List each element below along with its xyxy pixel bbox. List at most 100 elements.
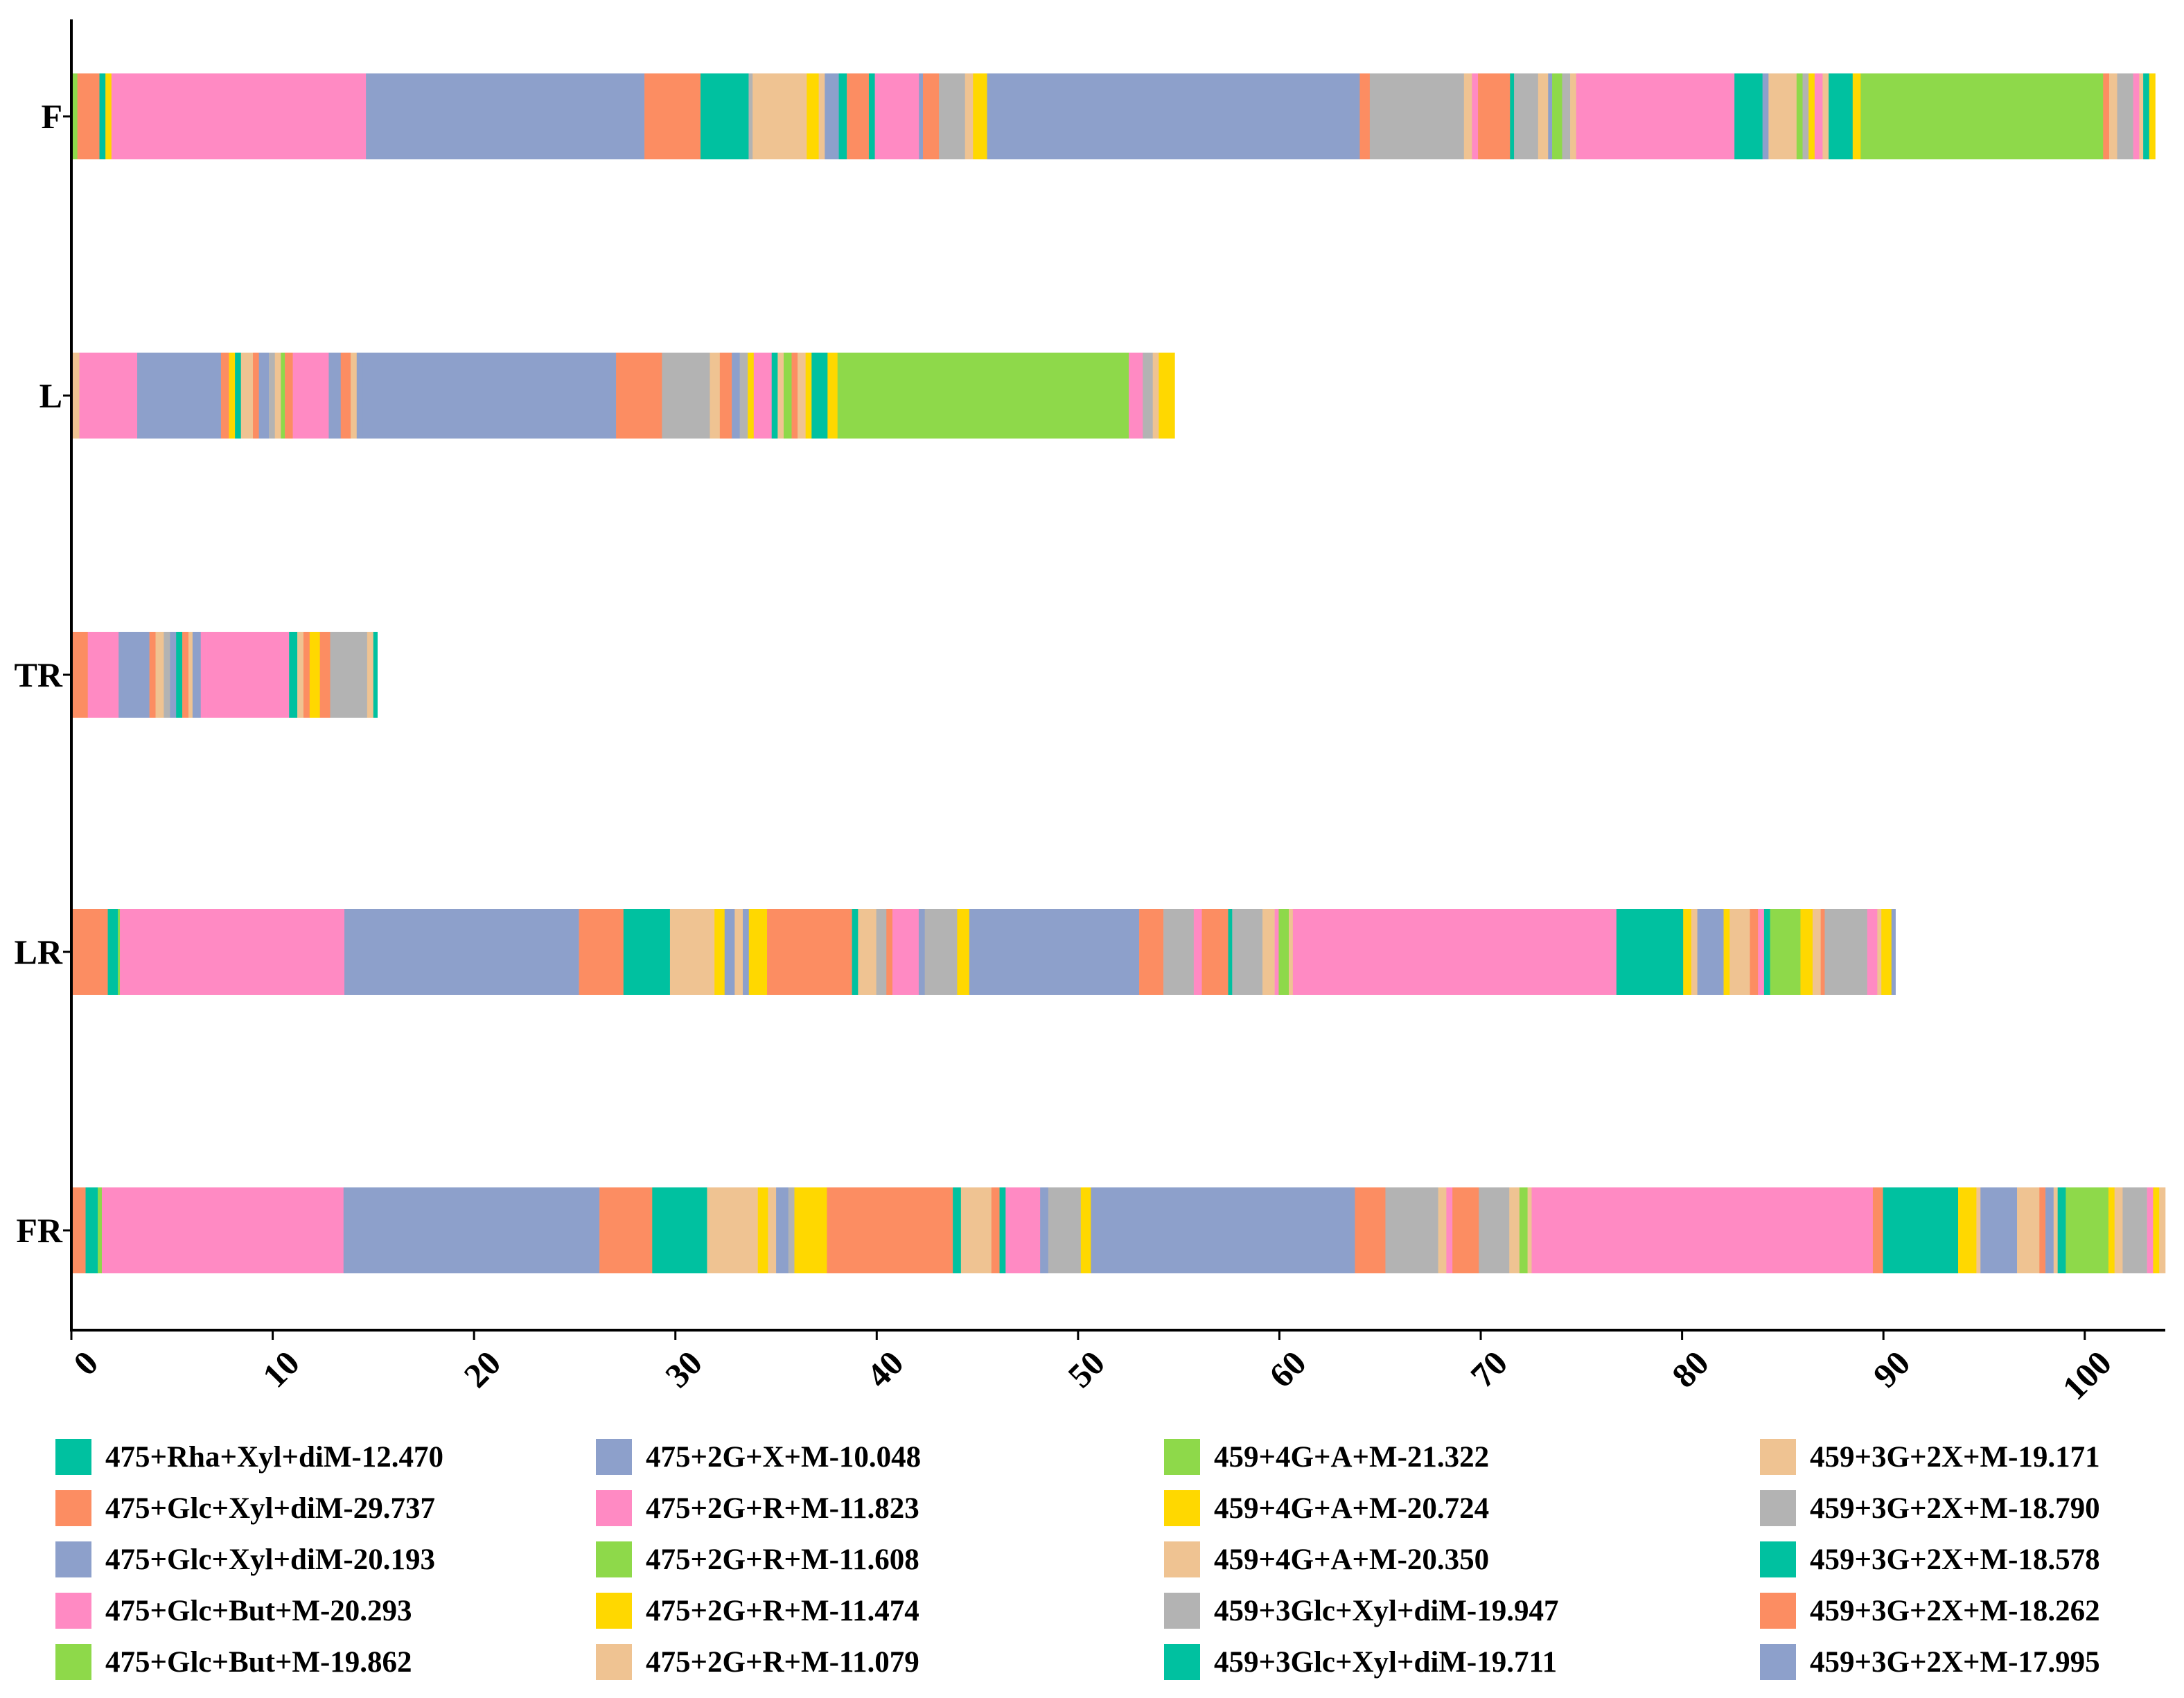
legend-swatch bbox=[1164, 1439, 1200, 1475]
bar-segment bbox=[340, 353, 351, 439]
legend-label: 475+2G+R+M-11.079 bbox=[646, 1645, 919, 1679]
legend-label: 459+3G+2X+M-18.262 bbox=[1810, 1594, 2100, 1627]
legend-item: 459+3G+2X+M-18.790 bbox=[1760, 1484, 2100, 1532]
bar-segment bbox=[1691, 909, 1698, 995]
x-tick-label: 50 bbox=[1060, 1343, 1112, 1395]
bar-segment bbox=[1228, 909, 1233, 995]
legend-swatch bbox=[55, 1593, 91, 1629]
bar-segment bbox=[366, 73, 645, 159]
bar-segment bbox=[170, 632, 177, 718]
bar-segment bbox=[1976, 1187, 1981, 1273]
bar-segment bbox=[852, 909, 858, 995]
x-tick-label: 90 bbox=[1865, 1343, 1917, 1395]
bar-segment bbox=[757, 1187, 768, 1273]
bar-segment bbox=[319, 632, 331, 718]
legend-swatch bbox=[596, 1593, 632, 1629]
bar-segment bbox=[1562, 73, 1571, 159]
legend: 475+Rha+Xyl+diM-12.470 475+Glc+Xyl+diM-29… bbox=[55, 1433, 2176, 1696]
bar-segment bbox=[825, 73, 839, 159]
bar-segment bbox=[2103, 73, 2110, 159]
legend-item: 475+2G+X+M-10.048 bbox=[596, 1433, 921, 1481]
bar-segment bbox=[192, 632, 202, 718]
bar-segment bbox=[1822, 73, 1829, 159]
bar-segment bbox=[838, 73, 847, 159]
bar-segment bbox=[1446, 1187, 1453, 1273]
bar-segment bbox=[1452, 1187, 1479, 1273]
category-labels: F L TR LR FR bbox=[15, 97, 71, 1250]
bar-segment bbox=[182, 632, 189, 718]
bar-segment bbox=[892, 909, 919, 995]
bar-segment bbox=[297, 632, 304, 718]
bar-segment bbox=[960, 1187, 992, 1273]
bar-segment bbox=[229, 353, 236, 439]
bar-segment bbox=[701, 73, 749, 159]
bar-segment bbox=[253, 353, 259, 439]
bar-segment bbox=[1538, 73, 1549, 159]
bar-segment bbox=[2143, 73, 2150, 159]
y-tick-label: F bbox=[41, 97, 62, 136]
legend-item: 459+4G+A+M-20.350 bbox=[1164, 1535, 1489, 1584]
legend-label: 475+Glc+But+M-20.293 bbox=[105, 1594, 412, 1627]
legend-swatch bbox=[1760, 1593, 1796, 1629]
bar-segment bbox=[101, 1187, 344, 1273]
bar-segment bbox=[837, 353, 1129, 439]
bar-segment bbox=[777, 353, 784, 439]
bar-segment bbox=[1040, 1187, 1049, 1273]
bar-segment bbox=[1262, 909, 1275, 995]
legend-item: 475+Glc+Xyl+diM-20.193 bbox=[55, 1535, 435, 1584]
bar-segment bbox=[2133, 73, 2140, 159]
bar-segment bbox=[939, 73, 966, 159]
legend-label: 459+3G+2X+M-19.171 bbox=[1810, 1440, 2100, 1474]
bar-segment bbox=[886, 909, 893, 995]
bar-segment bbox=[753, 353, 773, 439]
bar-segment bbox=[1519, 1187, 1528, 1273]
bar-segment bbox=[1762, 73, 1769, 159]
bar-segment bbox=[1697, 909, 1724, 995]
bar-segment bbox=[1005, 1187, 1041, 1273]
legend-item: 475+2G+R+M-11.079 bbox=[596, 1638, 919, 1686]
legend-label: 459+3G+2X+M-18.578 bbox=[1810, 1543, 2100, 1576]
bar-TR bbox=[71, 632, 378, 718]
legend-item: 475+2G+R+M-11.823 bbox=[596, 1484, 919, 1532]
legend-label: 475+Glc+Xyl+diM-20.193 bbox=[105, 1543, 436, 1576]
bar-segment bbox=[1860, 73, 2104, 159]
bar-segment bbox=[164, 632, 170, 718]
bar-segment bbox=[987, 73, 1360, 159]
bar-segment bbox=[71, 1187, 86, 1273]
bar-segment bbox=[330, 632, 368, 718]
legend-swatch bbox=[596, 1541, 632, 1577]
bar-segment bbox=[269, 353, 276, 439]
bar-segment bbox=[149, 632, 156, 718]
legend-swatch bbox=[55, 1490, 91, 1526]
bar-segment bbox=[1770, 909, 1801, 995]
bar-segment bbox=[662, 353, 710, 439]
x-tick-label: 100 bbox=[2054, 1343, 2119, 1408]
bar-segment bbox=[1143, 353, 1153, 439]
bar-segment bbox=[965, 73, 974, 159]
bar-segment bbox=[1289, 909, 1294, 995]
bar-segment bbox=[1758, 909, 1765, 995]
bar-segment bbox=[783, 353, 792, 439]
bar-segment bbox=[1193, 909, 1202, 995]
bar-segment bbox=[616, 353, 662, 439]
bar-segment bbox=[1479, 1187, 1510, 1273]
bar-segment bbox=[1163, 909, 1195, 995]
bar-segment bbox=[85, 1187, 98, 1273]
bar-segment bbox=[1891, 909, 1896, 995]
bar-segment bbox=[919, 73, 924, 159]
bar-segment bbox=[599, 1187, 653, 1273]
bar-segment bbox=[1852, 73, 1861, 159]
bar-segment bbox=[579, 909, 624, 995]
bar-segment bbox=[362, 353, 617, 439]
bar-segment bbox=[710, 353, 721, 439]
bar-segment bbox=[71, 353, 80, 439]
bar-segment bbox=[973, 73, 987, 159]
bar-segment bbox=[87, 632, 119, 718]
bar-segment bbox=[120, 909, 345, 995]
bar-segment bbox=[734, 909, 743, 995]
bar-segment bbox=[623, 909, 671, 995]
bar-segment bbox=[2114, 1187, 2123, 1273]
bar-segment bbox=[805, 353, 812, 439]
bar-segment bbox=[200, 632, 207, 718]
bar-segment bbox=[99, 73, 106, 159]
